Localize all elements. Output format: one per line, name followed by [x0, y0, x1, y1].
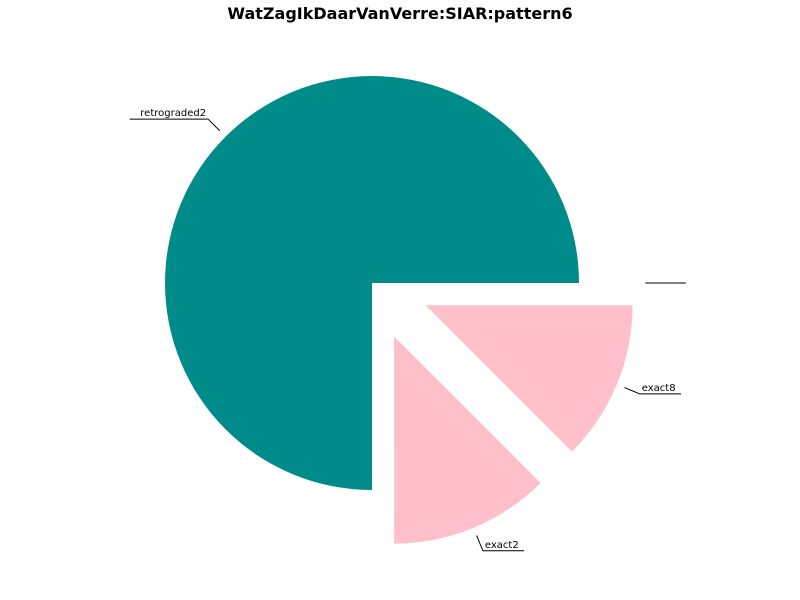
label-leader-line: [624, 387, 681, 395]
slice-label: retrograded2: [140, 108, 206, 119]
slice-label: exact2: [485, 540, 519, 551]
pie-slice: [425, 305, 633, 452]
pie-slices: [165, 76, 633, 544]
slice-label: exact8: [642, 383, 676, 394]
chart-title: WatZagIkDaarVanVerre:SIAR:pattern6: [227, 4, 572, 23]
pie-slice: [394, 336, 541, 544]
pie-labels: exact8 exact2 retrograded2: [129, 108, 686, 552]
label-leader-line: [129, 118, 221, 132]
label-leader-line: [476, 535, 525, 552]
pie-slice: [165, 76, 579, 490]
